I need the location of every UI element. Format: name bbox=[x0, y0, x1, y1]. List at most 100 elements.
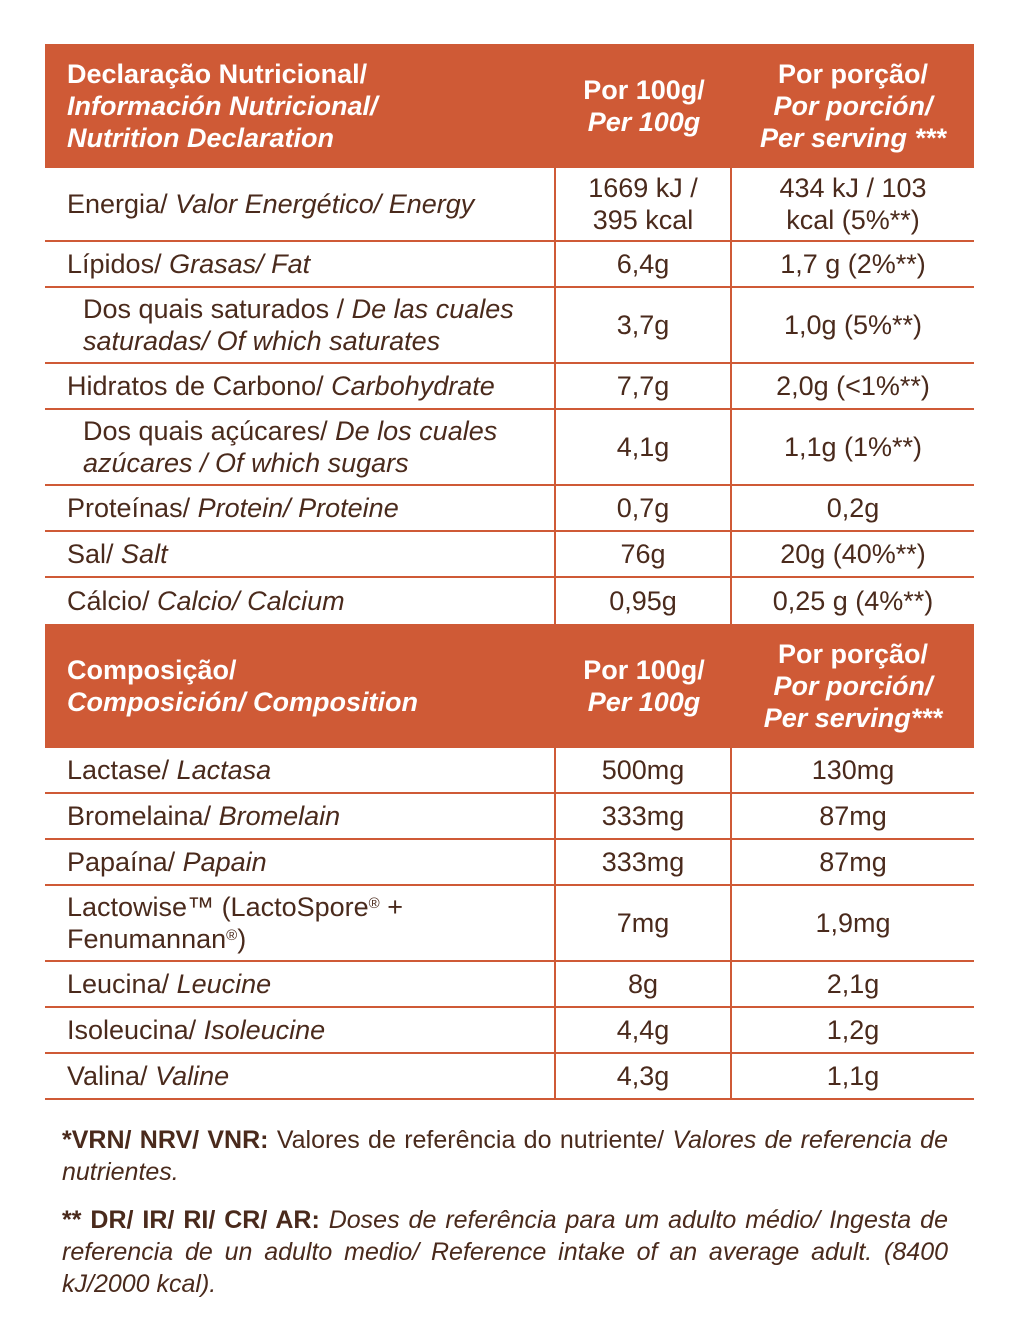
serving-value: 2,0g (<1%**) bbox=[776, 371, 930, 401]
per100-value: 500mg bbox=[556, 748, 732, 792]
row-label-es-en: Calcio/ Calcium bbox=[157, 586, 345, 616]
header-per100: Por 100g/ Per 100g bbox=[556, 624, 732, 748]
per100-value: 395 kcal bbox=[592, 205, 694, 235]
serving-value: 0,2g bbox=[826, 493, 880, 523]
row-label-pt: Isoleucina/ bbox=[67, 1015, 197, 1045]
header-label: Por porción/ bbox=[773, 671, 933, 701]
header-label: Per serving *** bbox=[759, 123, 947, 153]
table-row: Dos quais açúcares/ De los cuales azúcare… bbox=[45, 410, 974, 486]
header-label: Por porção/ bbox=[777, 59, 928, 89]
header-label: Per serving*** bbox=[763, 703, 943, 733]
header-composition: Composição/ Composición/ Composition bbox=[45, 624, 556, 748]
row-label-es-en: Papain bbox=[182, 847, 267, 877]
table-row: Lactase/ Lactasa 500mg 130mg bbox=[45, 748, 974, 794]
per100-value: 4,3g bbox=[556, 1054, 732, 1098]
serving-value: 0,25 g (4%**) bbox=[772, 586, 934, 616]
serving-value: 1,7 g (2%**) bbox=[780, 249, 926, 279]
header-label: Composição/ bbox=[67, 655, 237, 685]
serving-value: 20g (40%**) bbox=[780, 539, 926, 569]
footnote-nrv: *VRN/ NRV/ VNR: Valores de referência do… bbox=[62, 1124, 948, 1188]
serving-value: 130mg bbox=[811, 755, 895, 785]
row-label-pt: Valina/ bbox=[67, 1061, 148, 1091]
table-row: Leucina/ Leucine 8g 2,1g bbox=[45, 962, 974, 1008]
footnote-text: Valores de referência do nutriente/ bbox=[268, 1126, 673, 1154]
header-label: Per 100g bbox=[587, 687, 701, 717]
composition-header-row: Composição/ Composición/ Composition Por… bbox=[45, 624, 974, 748]
row-label-es-en: saturadas/ Of which saturates bbox=[83, 326, 441, 356]
per100-value: 76g bbox=[556, 532, 732, 576]
serving-value: 434 kJ / 103 bbox=[779, 173, 927, 203]
footnote-key: *VRN/ NRV/ VNR: bbox=[62, 1126, 269, 1154]
per100-value: 1669 kJ / bbox=[588, 173, 698, 203]
row-label: Fenumannan bbox=[67, 924, 227, 954]
table-row: Valina/ Valine 4,3g 1,1g bbox=[45, 1054, 974, 1100]
serving-value: 2,1g bbox=[826, 969, 880, 999]
footnote-ri: ** DR/ IR/ RI/ CR/ AR: Doses de referênc… bbox=[62, 1204, 948, 1300]
per100-value: 0,95g bbox=[556, 578, 732, 624]
row-label-pt: Hidratos de Carbono/ bbox=[67, 371, 324, 401]
header-label: Por 100g/ bbox=[583, 655, 705, 685]
registered-mark: ® bbox=[226, 927, 238, 944]
serving-value: 1,9mg bbox=[815, 908, 891, 938]
footnotes: *VRN/ NRV/ VNR: Valores de referência do… bbox=[62, 1124, 948, 1316]
row-label-pt: Bromelaina/ bbox=[67, 801, 212, 831]
per100-value: 333mg bbox=[556, 840, 732, 884]
table-row: Papaína/ Papain 333mg 87mg bbox=[45, 840, 974, 886]
nutrition-header-row: Declaração Nutricional/ Información Nutr… bbox=[45, 44, 974, 168]
header-per-serving: Por porção/ Por porción/ Per serving *** bbox=[732, 44, 974, 168]
row-label-es-en: Isoleucine bbox=[203, 1015, 326, 1045]
row-label-pt: Energia/ bbox=[67, 189, 168, 219]
row-label-es-en: Leucine bbox=[176, 969, 272, 999]
table-row: Proteínas/ Protein/ Proteine 0,7g 0,2g bbox=[45, 486, 974, 532]
per100-value: 4,4g bbox=[556, 1008, 732, 1052]
per100-value: 7,7g bbox=[556, 364, 732, 408]
header-per-serving: Por porção/ Por porción/ Per serving*** bbox=[732, 624, 974, 748]
row-label-es-en: Grasas/ Fat bbox=[169, 249, 311, 279]
header-label: Composición/ Composition bbox=[67, 687, 418, 717]
table-row: Sal/ Salt 76g 20g (40%**) bbox=[45, 532, 974, 578]
row-label-es-en: De los cuales bbox=[335, 416, 498, 446]
per100-value: 7mg bbox=[556, 886, 732, 960]
row-label-es-en: Valor Energético/ Energy bbox=[175, 189, 475, 219]
row-label-es-en: Protein/ Proteine bbox=[197, 493, 399, 523]
table-row: Lípidos/ Grasas/ Fat 6,4g 1,7 g (2%**) bbox=[45, 242, 974, 288]
serving-value: 87mg bbox=[819, 801, 887, 831]
row-label-pt: Cálcio/ bbox=[67, 586, 150, 616]
header-label: Por porción/ bbox=[773, 91, 933, 121]
serving-value: 1,0g (5%**) bbox=[783, 310, 923, 340]
serving-value: kcal (5%**) bbox=[786, 205, 920, 235]
table-row: Isoleucina/ Isoleucine 4,4g 1,2g bbox=[45, 1008, 974, 1054]
row-label-es-en: Carbohydrate bbox=[331, 371, 495, 401]
row-label-pt: Dos quais açúcares/ bbox=[83, 416, 328, 446]
header-label: Por 100g/ bbox=[583, 75, 705, 105]
row-label-pt: Sal/ bbox=[67, 539, 114, 569]
serving-value: 1,1g (1%**) bbox=[783, 432, 923, 462]
header-label: Por porção/ bbox=[777, 639, 928, 669]
header-label: Declaração Nutricional/ bbox=[67, 59, 368, 89]
header-declaration: Declaração Nutricional/ Información Nutr… bbox=[45, 44, 556, 168]
row-label: Lactowise™ (LactoSpore bbox=[67, 892, 369, 922]
row-label-es-en: Salt bbox=[121, 539, 168, 569]
row-label-es-en: Lactasa bbox=[176, 755, 272, 785]
footnote-text: Doses de referência para um adulto médio… bbox=[62, 1206, 948, 1298]
per100-value: 0,7g bbox=[556, 486, 732, 530]
row-label-es-en: azúcares / Of which sugars bbox=[83, 448, 409, 478]
table-row: Dos quais saturados / De las cuales satur… bbox=[45, 288, 974, 364]
row-label-es-en: Bromelain bbox=[218, 801, 341, 831]
row-label-es-en: De las cuales bbox=[351, 294, 514, 324]
header-per100: Por 100g/ Per 100g bbox=[556, 44, 732, 168]
table-row: Cálcio/ Calcio/ Calcium 0,95g 0,25 g (4%… bbox=[45, 578, 974, 624]
nutrition-table: Declaração Nutricional/ Información Nutr… bbox=[45, 44, 974, 1100]
row-label-pt: Leucina/ bbox=[67, 969, 170, 999]
row-label: ) bbox=[237, 924, 247, 954]
per100-value: 8g bbox=[556, 962, 732, 1006]
per100-value: 4,1g bbox=[556, 410, 732, 484]
serving-value: 1,1g bbox=[826, 1061, 880, 1091]
header-label: Per 100g bbox=[587, 107, 701, 137]
serving-value: 1,2g bbox=[826, 1015, 880, 1045]
row-label-pt: Papaína/ bbox=[67, 847, 176, 877]
row-label-pt: Lípidos/ bbox=[67, 249, 162, 279]
table-row: Bromelaina/ Bromelain 333mg 87mg bbox=[45, 794, 974, 840]
row-label-pt: Dos quais saturados / bbox=[83, 294, 345, 324]
table-row: Hidratos de Carbono/ Carbohydrate 7,7g 2… bbox=[45, 364, 974, 410]
